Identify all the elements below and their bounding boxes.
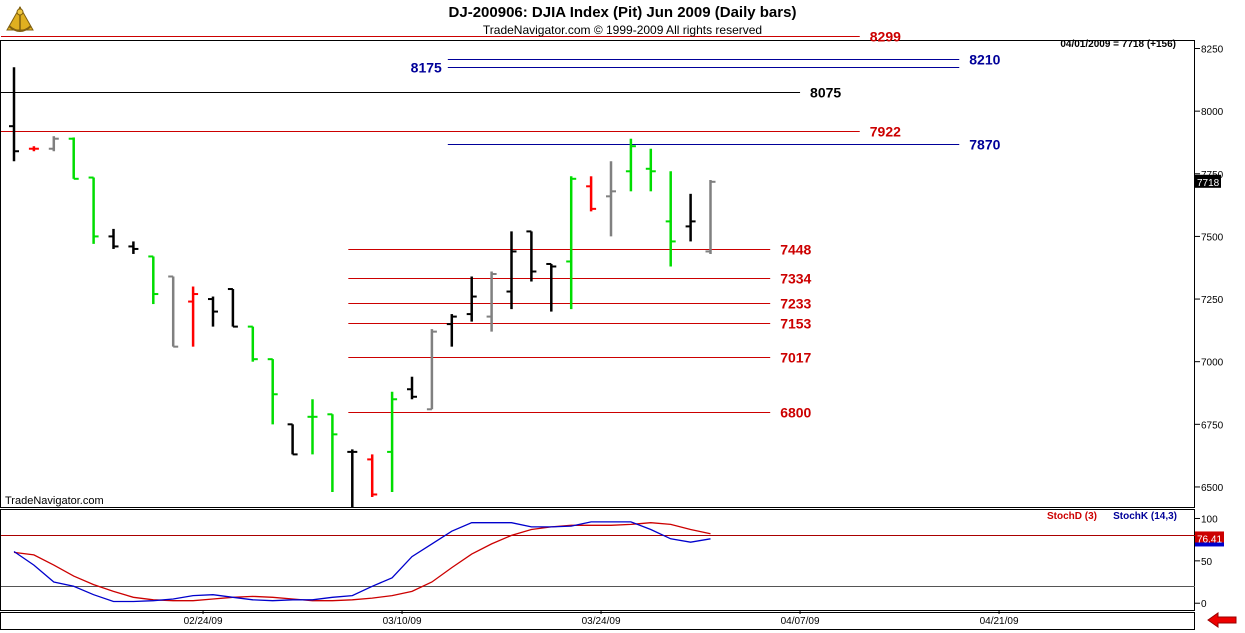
stochd-line [13, 522, 711, 602]
level-label: 6800 [780, 405, 811, 421]
price-bar [108, 228, 119, 249]
price-bar [9, 67, 19, 162]
price-bar [367, 454, 378, 497]
level-label: 8299 [870, 29, 901, 45]
price-tick-label: 8000 [1201, 107, 1224, 118]
date-tick-label: 04/07/09 [781, 616, 820, 627]
price-bar [148, 255, 159, 305]
date-tick-label: 03/24/09 [582, 616, 621, 627]
stochk-legend: StochK (14,3) [1113, 511, 1177, 522]
date-tick-label: 03/10/09 [383, 616, 422, 627]
price-tick-label: 6500 [1201, 483, 1224, 494]
price-bar [327, 413, 338, 492]
current-price-label: 7718 [1197, 178, 1220, 189]
current-price-box [1195, 174, 1221, 188]
info-label: 04/01/2009 = 7718 (+156) [1060, 39, 1176, 50]
level-label: 7153 [780, 316, 811, 332]
price-bar [48, 136, 59, 152]
price-bar [665, 171, 676, 267]
stochk-line [13, 521, 711, 603]
price-bar [407, 376, 417, 400]
price-bar [586, 176, 597, 212]
level-label: 8075 [810, 85, 841, 101]
price-bar [506, 231, 517, 310]
level-label: 7233 [780, 296, 811, 312]
chart-title: DJ-200906: DJIA Index (Pit) Jun 2009 (Da… [448, 4, 797, 21]
price-plot: 8299 8210 8175 8075 7922 7870 7448 7334 7233 7153… [1, 29, 1001, 507]
price-tick-label: 7500 [1201, 232, 1224, 243]
price-bar [208, 296, 218, 327]
price-bar [28, 146, 39, 152]
stochd-legend: StochD (3) [1047, 511, 1097, 522]
price-bar [227, 288, 238, 328]
stoch-tick-label: 0 [1201, 599, 1207, 610]
price-bar [88, 176, 99, 244]
price-bar [446, 314, 457, 347]
price-tick-label: 6750 [1201, 420, 1224, 431]
level-label: 7922 [870, 124, 901, 140]
price-panel-frame [0, 40, 1195, 508]
level-label: 7448 [780, 242, 811, 258]
price-bar [387, 391, 398, 492]
chart-subtitle: TradeNavigator.com © 1999-2009 All right… [482, 23, 763, 37]
date-axis-frame [0, 612, 1195, 630]
price-bar [128, 241, 139, 254]
price-tick-label: 8250 [1201, 45, 1224, 56]
price-bar [606, 161, 616, 237]
price-bar [486, 271, 497, 332]
price-bar [625, 138, 636, 192]
stoch-tick-label: 50 [1201, 557, 1213, 568]
price-bar [645, 148, 656, 192]
price-bar [247, 325, 258, 362]
price-bar [466, 276, 477, 322]
price-bar [68, 137, 79, 180]
watermark: TradeNavigator.com [5, 495, 104, 507]
stoch-value-box [1195, 531, 1224, 545]
price-bar [347, 449, 358, 507]
red-left-arrow-icon[interactable] [1206, 612, 1238, 633]
price-bar [526, 230, 537, 282]
stoch-tick-label: 100 [1201, 514, 1218, 525]
price-bar [566, 176, 577, 310]
axes: 6500675070007250750077508000825077180501… [184, 45, 1224, 627]
stoch-panel-frame [0, 509, 1195, 611]
price-bar [287, 423, 298, 456]
date-tick-label: 02/24/09 [184, 616, 223, 627]
price-tick-label: 7000 [1201, 358, 1224, 369]
price-bar [426, 329, 437, 411]
sextant-logo-icon[interactable] [3, 4, 37, 41]
price-bar [267, 358, 278, 425]
level-label: 7870 [969, 137, 1000, 153]
stochk-value-box [1195, 542, 1224, 547]
level-label: 8210 [969, 52, 1000, 68]
price-bar [188, 286, 199, 347]
level-label: 8175 [411, 60, 442, 76]
level-label: 7017 [780, 350, 811, 366]
date-tick-label: 04/21/09 [980, 616, 1019, 627]
price-bar [307, 399, 318, 455]
stoch-value-label: 76.41 [1197, 534, 1222, 545]
price-tick-label: 7250 [1201, 295, 1224, 306]
price-bar [168, 275, 179, 348]
level-label: 7334 [780, 271, 811, 287]
price-bar [546, 262, 557, 312]
stochastic-plot [1, 521, 1195, 603]
price-bar [705, 180, 716, 254]
price-bar [685, 193, 696, 242]
